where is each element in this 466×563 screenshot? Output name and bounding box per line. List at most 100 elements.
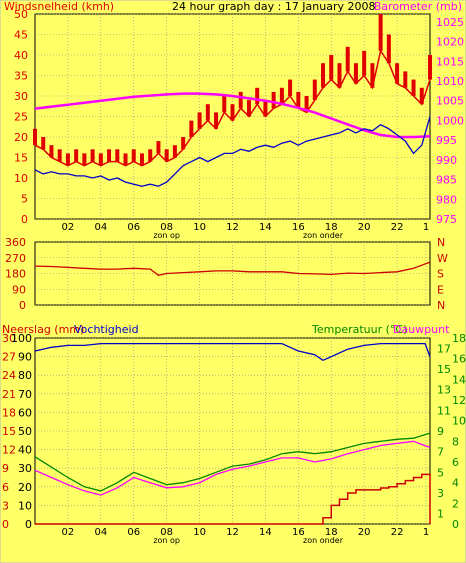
sunrise-label: zon op xyxy=(153,536,180,545)
temperature-tick-label: 2 xyxy=(452,497,459,510)
x-tick-label: 16 xyxy=(292,527,305,538)
temperature-tick-label: 10 xyxy=(452,415,466,428)
compass-label: E xyxy=(437,283,444,296)
temperature-tick-label: 0 xyxy=(452,518,459,531)
direction-tick-label: 0 xyxy=(19,299,26,312)
wind-tick-label: 35 xyxy=(14,70,28,83)
barometer-tick-label: 1000 xyxy=(436,114,464,127)
x-tick-label: 1 xyxy=(423,527,429,538)
humidity-tick-label: 80 xyxy=(18,369,32,382)
rain-tick-label: 15 xyxy=(2,425,16,438)
barometer-tick-label: 995 xyxy=(436,134,457,147)
wind-speed-line xyxy=(34,49,431,167)
barometer-tick-label: 1025 xyxy=(436,16,464,29)
humidity-tick-label: 30 xyxy=(18,462,32,475)
temperature-tick-label: 12 xyxy=(452,394,466,407)
x-tick-label: 14 xyxy=(259,222,272,233)
wind-tick-label: 15 xyxy=(14,152,28,165)
x-tick-label: 08 xyxy=(160,527,173,538)
barometer-tick-label: 1010 xyxy=(436,75,464,88)
humidity-tick-label: 50 xyxy=(18,425,32,438)
barometer-tick-label: 975 xyxy=(436,213,457,226)
rain-tick-label: 12 xyxy=(2,444,16,457)
temperature-tick-label: 1 xyxy=(437,508,444,521)
wind-tick-label: 50 xyxy=(14,8,28,21)
temperature-tick-label: 13 xyxy=(437,384,451,397)
x-tick-label: 04 xyxy=(94,222,107,233)
compass-label: S xyxy=(437,268,444,281)
chart-title: 24 hour graph day : 17 January 2008 xyxy=(172,0,376,13)
wind-tick-label: 5 xyxy=(21,193,28,206)
x-tick-label: 20 xyxy=(358,527,371,538)
temperature-tick-label: 9 xyxy=(437,425,444,438)
x-tick-label: 16 xyxy=(292,222,305,233)
temperature-tick-label: 4 xyxy=(452,477,459,490)
rain-tick-label: 6 xyxy=(2,481,9,494)
rain-tick-label: 0 xyxy=(2,518,9,531)
wind-tick-label: 0 xyxy=(21,213,28,226)
x-tick-label: 08 xyxy=(160,222,173,233)
direction-tick-label: 90 xyxy=(12,283,26,296)
wind-direction-line xyxy=(34,261,431,276)
x-tick-label: 22 xyxy=(391,527,404,538)
barometer-tick-label: 1015 xyxy=(436,55,464,68)
barometer-tick-label: 980 xyxy=(436,193,457,206)
rain-line xyxy=(35,473,431,525)
x-tick-label: 04 xyxy=(94,527,107,538)
sunset-label: zon onder xyxy=(303,536,344,545)
x-tick-label: 18 xyxy=(325,222,338,233)
humidity-tick-label: 100 xyxy=(11,332,32,345)
direction-tick-label: 180 xyxy=(5,268,26,281)
rain-tick-label: 3 xyxy=(2,499,9,512)
sunset-label: zon onder xyxy=(303,231,344,240)
wind-tick-label: 20 xyxy=(14,131,28,144)
wind-axis-label: Windsnelheid (kmh) xyxy=(4,0,114,13)
wind-tick-label: 45 xyxy=(14,29,28,42)
humidity-tick-label: 10 xyxy=(18,499,32,512)
dewpoint-line xyxy=(34,440,431,496)
rain-tick-label: 21 xyxy=(2,388,16,401)
x-tick-label: 12 xyxy=(226,222,239,233)
sunrise-label: zon op xyxy=(153,231,180,240)
humidity-tick-label: 40 xyxy=(18,444,32,457)
x-tick-label: 14 xyxy=(259,527,272,538)
humidity-axis-label: Vochtigheid xyxy=(74,323,139,336)
barometer-tick-label: 1020 xyxy=(436,36,464,49)
temperature-tick-label: 14 xyxy=(452,373,466,386)
temperature-tick-label: 6 xyxy=(452,456,459,469)
barometer-tick-label: 1005 xyxy=(436,95,464,108)
x-tick-label: 10 xyxy=(193,222,206,233)
x-tick-label: 06 xyxy=(127,222,140,233)
rain-tick-label: 24 xyxy=(2,369,16,382)
direction-tick-label: 360 xyxy=(5,236,26,249)
x-tick-label: 12 xyxy=(226,527,239,538)
barometer-axis-label: Barometer (mb) xyxy=(374,0,462,13)
temperature-tick-label: 3 xyxy=(437,487,444,500)
x-tick-label: 10 xyxy=(193,527,206,538)
barometer-line xyxy=(34,92,431,139)
temperature-tick-label: 5 xyxy=(437,466,444,479)
rain-axis-label: Neerslag (mm) xyxy=(2,323,84,336)
humidity-tick-label: 60 xyxy=(18,406,32,419)
rain-tick-label: 30 xyxy=(2,332,16,345)
wind-tick-label: 10 xyxy=(14,172,28,185)
humidity-tick-label: 0 xyxy=(25,518,32,531)
temperature-line xyxy=(34,432,431,492)
x-tick-label: 18 xyxy=(325,527,338,538)
temperature-tick-label: 16 xyxy=(452,353,466,366)
humidity-tick-label: 70 xyxy=(18,388,32,401)
temperature-tick-label: 15 xyxy=(437,363,451,376)
rain-tick-label: 27 xyxy=(2,351,16,364)
temperature-tick-label: 17 xyxy=(437,342,451,355)
barometer-tick-label: 990 xyxy=(436,154,457,167)
temperature-tick-label: 8 xyxy=(452,435,459,448)
x-tick-label: 22 xyxy=(391,222,404,233)
humidity-line xyxy=(34,342,431,362)
temperature-axis-label: Temperatuur (°C) xyxy=(311,323,407,336)
wind-average-line xyxy=(34,116,431,187)
dewpoint-axis-label: Dauwpunt xyxy=(393,323,450,336)
compass-label: W xyxy=(437,252,448,265)
x-tick-label: 20 xyxy=(358,222,371,233)
x-tick-label: 02 xyxy=(62,527,75,538)
